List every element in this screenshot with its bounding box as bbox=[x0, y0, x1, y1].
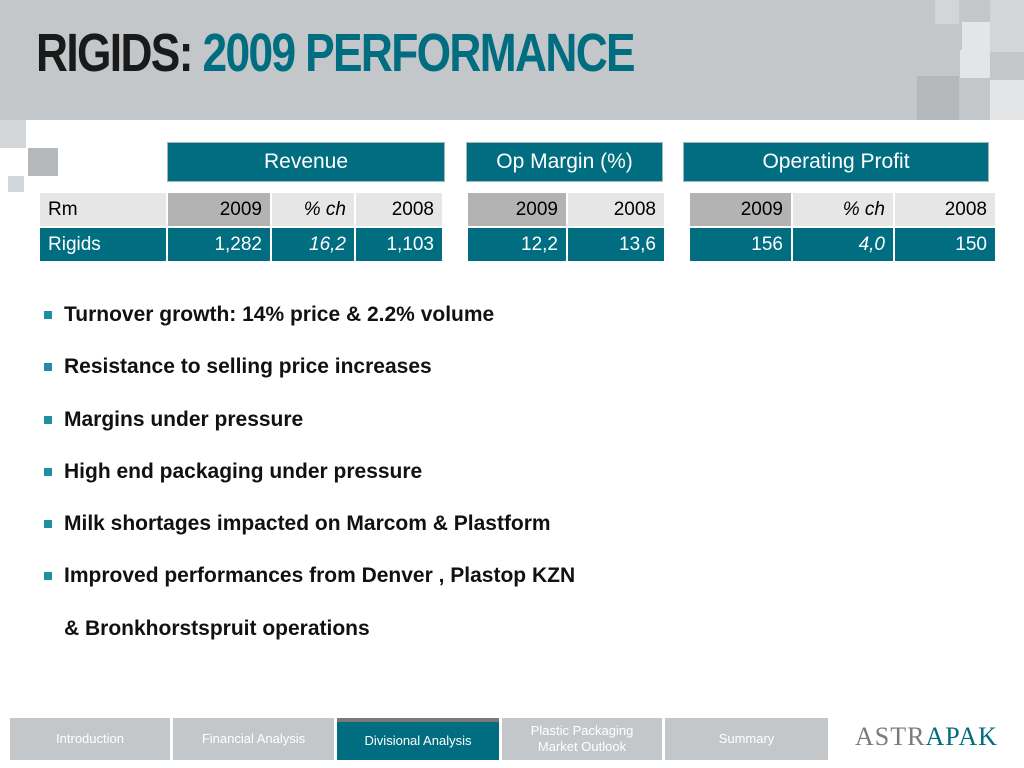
nav-tab-introduction[interactable]: Introduction bbox=[10, 718, 170, 760]
row-label-header: Rm bbox=[38, 191, 168, 228]
decor-square bbox=[8, 176, 24, 192]
list-item: Milk shortages impacted on Marcom & Plas… bbox=[44, 509, 575, 561]
table-header-row: 2009 2008 bbox=[466, 191, 666, 228]
table-header-row: 2009 % ch 2008 bbox=[688, 191, 997, 228]
op-margin-header: Op Margin (%) bbox=[466, 142, 663, 182]
table-cell: 13,6 bbox=[566, 226, 666, 263]
nav-tab-financial-analysis[interactable]: Financial Analysis bbox=[173, 718, 334, 760]
nav-tab-divisional-analysis[interactable]: Divisional Analysis bbox=[337, 718, 499, 760]
bullet-text: & Bronkhorstspruit operations bbox=[64, 616, 370, 640]
table-cell: 16,2 bbox=[270, 226, 356, 263]
op-margin-table: 2009 2008 12,2 13,6 bbox=[466, 191, 666, 263]
bullet-text: Milk shortages impacted on Marcom & Plas… bbox=[64, 512, 551, 536]
table-cell: 1,282 bbox=[166, 226, 272, 263]
revenue-header: Revenue bbox=[167, 142, 445, 182]
title-prefix: RIGIDS: bbox=[36, 23, 193, 83]
bullet-square-icon bbox=[44, 520, 52, 529]
bullet-text: Turnover growth: 14% price & 2.2% volume bbox=[64, 303, 495, 326]
list-item: Resistance to selling price increases bbox=[44, 352, 575, 404]
astrapak-logo: ASTRAPAK bbox=[855, 722, 1015, 754]
bullet-text: Improved performances from Denver , Plas… bbox=[64, 564, 576, 588]
list-item: Turnover growth: 14% price & 2.2% volume bbox=[44, 300, 575, 352]
page-title: RIGIDS: 2009 PERFORMANCE bbox=[36, 22, 636, 84]
decor-square bbox=[0, 120, 26, 148]
logo-text-2: PAK bbox=[945, 722, 998, 751]
column-header: % ch bbox=[791, 191, 895, 228]
bullet-square-icon bbox=[44, 467, 52, 476]
header-band bbox=[0, 0, 1024, 120]
bullet-text: High end packaging under pressure bbox=[64, 459, 423, 483]
section-nav: Introduction Financial Analysis Division… bbox=[10, 718, 828, 760]
table-cell: 4,0 bbox=[791, 226, 895, 263]
bullet-list: Turnover growth: 14% price & 2.2% volume… bbox=[44, 300, 575, 666]
decor-square bbox=[935, 0, 959, 24]
logo-text-1: ASTR bbox=[855, 722, 926, 751]
bullet-text: Margins under pressure bbox=[64, 407, 304, 431]
nav-tab-summary[interactable]: Summary bbox=[665, 718, 828, 760]
column-header: 2008 bbox=[566, 191, 666, 228]
column-header: % ch bbox=[270, 191, 356, 228]
decor-square bbox=[960, 50, 990, 78]
bullet-text: Resistance to selling price increases bbox=[64, 355, 432, 379]
bullet-square-icon bbox=[44, 363, 52, 372]
decor-square bbox=[990, 80, 1024, 120]
decor-square bbox=[990, 0, 1024, 26]
list-item: High end packaging under pressure bbox=[44, 457, 575, 509]
list-item-continuation: & Bronkhorstspruit operations bbox=[44, 614, 575, 666]
logo-mark: A bbox=[925, 722, 946, 751]
row-label: Rigids bbox=[38, 226, 168, 263]
bullet-square-icon bbox=[44, 311, 52, 319]
table-row: 12,2 13,6 bbox=[466, 226, 666, 263]
column-header: 2009 bbox=[166, 191, 272, 228]
nav-tab-plastic-packaging[interactable]: Plastic Packaging Market Outlook bbox=[502, 718, 662, 760]
table-cell: 1,103 bbox=[354, 226, 444, 263]
decor-square bbox=[962, 22, 990, 50]
table-cell: 150 bbox=[893, 226, 997, 263]
column-header: 2009 bbox=[688, 191, 793, 228]
table-cell: 156 bbox=[688, 226, 793, 263]
list-item: Margins under pressure bbox=[44, 405, 575, 457]
column-header: 2008 bbox=[354, 191, 444, 228]
operating-profit-table: 2009 % ch 2008 156 4,0 150 bbox=[688, 191, 997, 263]
bullet-square-icon bbox=[44, 415, 52, 424]
table-row: Rigids 1,282 16,2 1,103 bbox=[38, 226, 444, 263]
decor-square bbox=[990, 26, 1024, 52]
table-row: 156 4,0 150 bbox=[688, 226, 997, 263]
operating-profit-header: Operating Profit bbox=[683, 142, 989, 182]
column-header: 2009 bbox=[466, 191, 568, 228]
bullet-square-icon bbox=[44, 572, 52, 581]
decor-square bbox=[917, 76, 959, 120]
column-header: 2008 bbox=[893, 191, 997, 228]
table-cell: 12,2 bbox=[466, 226, 568, 263]
revenue-table: Rm 2009 % ch 2008 Rigids 1,282 16,2 1,10… bbox=[38, 191, 444, 263]
table-header-row: Rm 2009 % ch 2008 bbox=[38, 191, 444, 228]
list-item: Improved performances from Denver , Plas… bbox=[44, 561, 575, 613]
decor-square bbox=[28, 148, 58, 176]
title-main: 2009 PERFORMANCE bbox=[202, 23, 635, 83]
